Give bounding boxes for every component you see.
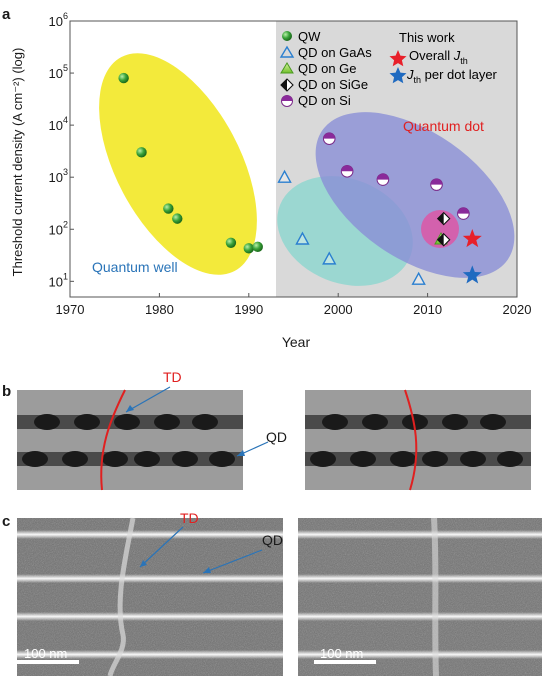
tem-qd-label: QD — [262, 532, 283, 548]
point-qd-on-gaas — [295, 231, 310, 245]
point-qw — [252, 241, 263, 253]
y-tick-labels: 101 102 103 104 105 106 — [49, 11, 74, 289]
y-tick-label: 101 — [49, 271, 68, 289]
legend-label-per-layer-jth: Jth per dot layer — [406, 67, 498, 85]
legend-marker-blue-star — [389, 67, 407, 84]
x-tick-label: 1980 — [145, 302, 174, 317]
threshold-current-chart: 1970 1980 1990 2000 2010 2020 101 102 103 104 105… — [10, 11, 532, 350]
point-jth-per-dot-layer — [462, 265, 482, 284]
legend-label-si: QD on Si — [298, 93, 351, 108]
tem-td-label: TD — [180, 510, 199, 526]
panel-b-letter: b — [2, 383, 12, 400]
point-qw — [172, 213, 183, 224]
point-qd-on-si — [340, 164, 354, 178]
legend-label-ge: QD on Ge — [298, 61, 357, 76]
scale-bar-left: 100 nm — [24, 646, 67, 661]
tem-qd-arrow — [202, 549, 263, 574]
point-qd-on-gaas — [277, 169, 292, 183]
point-qd-on-si — [322, 132, 336, 145]
y-tick-label: 105 — [49, 63, 68, 81]
panel-c-letter: c — [2, 513, 11, 530]
x-tick-label: 1990 — [234, 302, 263, 317]
schematic-panel: TD QD — [17, 369, 531, 491]
tem-image-with-td: 100 nm — [17, 517, 283, 676]
schematic-qd-label: QD — [266, 429, 287, 445]
schematic-without-td — [305, 389, 531, 491]
point-qw — [163, 203, 174, 214]
y-tick-label: 106 — [49, 11, 68, 29]
legend: QW QD on GaAs QD on Ge QD on SiGe QD on … — [279, 29, 498, 108]
panel-a-letter: a — [2, 6, 11, 23]
tem-td-arrow — [139, 526, 184, 568]
x-axis-label: Year — [282, 334, 311, 350]
point-qd-on-sige — [436, 211, 451, 226]
micrograph-panel: 100 nm 100 nm TD QD — [17, 510, 542, 676]
x-tick-label: 2020 — [503, 302, 532, 317]
legend-label-overall-jth: Overall Jth — [409, 48, 468, 66]
y-tick-label: 104 — [49, 115, 68, 133]
point-qd-on-sige — [436, 232, 451, 247]
x-tick-label: 2010 — [413, 302, 442, 317]
scale-bar-right: 100 nm — [320, 646, 363, 661]
point-qd-on-gaas — [322, 251, 337, 265]
x-tick-label: 1970 — [56, 302, 85, 317]
schematic-with-td — [17, 389, 243, 491]
point-overall-jth — [462, 229, 482, 248]
x-tick-label: 2000 — [324, 302, 353, 317]
legend-label-sige: QD on SiGe — [298, 77, 368, 92]
y-axis-label: Threshold current density (A cm⁻²) (log) — [10, 48, 25, 277]
y-tick-label: 103 — [49, 167, 68, 185]
y-tick-label: 102 — [49, 219, 68, 237]
point-qw — [243, 243, 254, 254]
legend-marker-ge — [280, 62, 294, 74]
quantum-well-region — [99, 53, 257, 275]
legend-marker-red-star — [389, 50, 407, 67]
plot-frame — [69, 20, 518, 298]
point-qd-on-si — [430, 178, 443, 191]
x-tick-labels: 1970 1980 1990 2000 2010 2020 — [56, 293, 532, 317]
point-qd-on-gaas — [411, 271, 426, 285]
threading-dislocation-line — [100, 389, 126, 491]
quantum-well-label: Quantum well — [92, 259, 178, 275]
quantum-dot-label: Quantum dot — [403, 118, 484, 134]
legend-marker-sige — [280, 78, 294, 92]
legend-label-qw: QW — [298, 29, 321, 44]
point-qd-on-si — [376, 173, 390, 186]
point-qw — [136, 147, 147, 158]
legend-marker-si — [281, 95, 293, 107]
point-qw — [118, 72, 129, 84]
legend-label-gaas: QD on GaAs — [298, 45, 372, 60]
point-qw — [225, 237, 237, 248]
legend-header-this-work: This work — [399, 30, 455, 45]
schematic-td-label: TD — [163, 369, 182, 385]
point-qd-on-si — [457, 207, 470, 220]
data-points — [118, 72, 482, 285]
legend-marker-qw — [282, 31, 292, 41]
tem-image-without-td: 100 nm — [298, 517, 542, 676]
schematic-td-arrow — [125, 386, 171, 413]
legend-marker-gaas — [279, 45, 295, 58]
